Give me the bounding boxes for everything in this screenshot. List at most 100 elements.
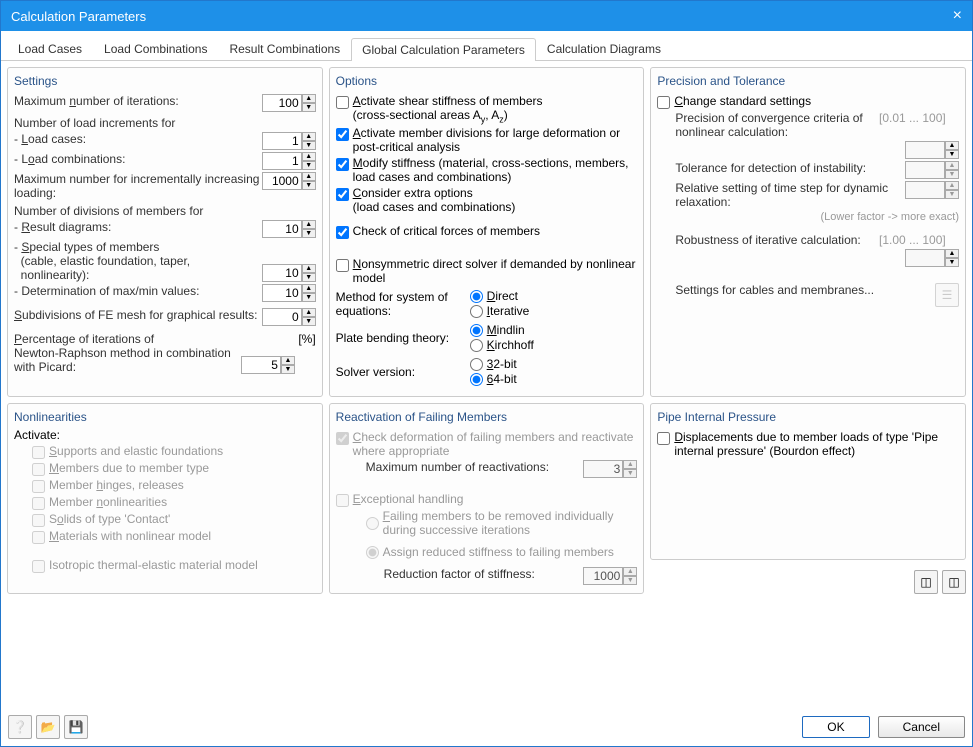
- up-icon[interactable]: ▲: [302, 264, 316, 273]
- tab-calc-diagrams[interactable]: Calculation Diagrams: [536, 37, 672, 60]
- subdiv-input[interactable]: [262, 308, 302, 326]
- react-exc-label: Exceptional handling: [353, 492, 638, 506]
- cables-label: Settings for cables and membranes...: [675, 283, 935, 297]
- nl-memnon-label: Member nonlinearities: [49, 495, 316, 509]
- load-cases-input[interactable]: [262, 132, 302, 150]
- nl-hinges-checkbox: [32, 480, 45, 493]
- max-react-label: Maximum number of reactivations:: [366, 460, 584, 474]
- pipe-disp-checkbox[interactable]: [657, 432, 670, 445]
- picard-input[interactable]: [241, 356, 281, 374]
- up-icon: ▲: [623, 460, 637, 469]
- down-icon[interactable]: ▼: [302, 103, 316, 112]
- tab-load-combinations[interactable]: Load Combinations: [93, 37, 218, 60]
- opt-shear-checkbox[interactable]: [336, 96, 349, 109]
- up-icon[interactable]: ▲: [302, 220, 316, 229]
- solver-64-radio[interactable]: [470, 373, 483, 386]
- up-icon[interactable]: ▲: [302, 94, 316, 103]
- max-incr-spin[interactable]: ▲▼: [262, 172, 316, 190]
- opt-modify-stiff-checkbox[interactable]: [336, 158, 349, 171]
- help-icon[interactable]: ❔: [8, 715, 32, 739]
- react-exc-checkbox: [336, 494, 349, 507]
- prec-conv-label: Precision of convergence criteria of non…: [675, 111, 879, 139]
- det-maxmin-spin[interactable]: ▲▼: [262, 284, 316, 302]
- down-icon[interactable]: ▼: [302, 229, 316, 238]
- opt-member-div-checkbox[interactable]: [336, 128, 349, 141]
- subdiv-spin[interactable]: ▲▼: [262, 308, 316, 326]
- down-icon: ▼: [623, 469, 637, 478]
- change-settings-checkbox[interactable]: [657, 96, 670, 109]
- plate-mindlin-label: Mindlin: [487, 323, 525, 337]
- max-iter-spin[interactable]: ▲▼: [262, 94, 316, 112]
- window-title: Calculation Parameters: [11, 9, 146, 24]
- method-direct-radio[interactable]: [470, 290, 483, 303]
- plate-kirchhoff-radio[interactable]: [470, 339, 483, 352]
- ok-button[interactable]: OK: [802, 716, 869, 738]
- down-icon[interactable]: ▼: [302, 273, 316, 282]
- special-spin[interactable]: ▲▼: [262, 264, 316, 282]
- down-icon[interactable]: ▼: [302, 161, 316, 170]
- max-incr-input[interactable]: [262, 172, 302, 190]
- subdiv-label: Subdivisions of FE mesh for graphical re…: [14, 308, 262, 322]
- react-remove-label: Failing members to be removed individual…: [383, 509, 638, 537]
- nonlin-activate: Activate:: [14, 428, 316, 442]
- down-icon[interactable]: ▼: [302, 293, 316, 302]
- prec-rel-input: [905, 181, 945, 199]
- down-icon[interactable]: ▼: [302, 141, 316, 150]
- method-direct-label: Direct: [487, 289, 518, 303]
- opt-extra-checkbox[interactable]: [336, 188, 349, 201]
- profile-icon-button-1[interactable]: ◫: [914, 570, 938, 594]
- opt-shear-label: Activate shear stiffness of members(cros…: [353, 94, 638, 124]
- result-diag-spin[interactable]: ▲▼: [262, 220, 316, 238]
- settings-legend: Settings: [14, 74, 316, 92]
- up-icon[interactable]: ▲: [302, 132, 316, 141]
- prec-rel-label: Relative setting of time step for dynami…: [675, 181, 905, 209]
- nl-iso-label: Isotropic thermal-elastic material model: [49, 558, 316, 572]
- open-icon[interactable]: 📂: [36, 715, 60, 739]
- load-cases-spin[interactable]: ▲▼: [262, 132, 316, 150]
- load-combos-input[interactable]: [262, 152, 302, 170]
- footer: ❔ 📂 💾 OK Cancel: [8, 715, 965, 739]
- det-maxmin-input[interactable]: [262, 284, 302, 302]
- prec-robust-spin: ▲▼: [905, 249, 959, 267]
- nl-supports-checkbox: [32, 446, 45, 459]
- up-icon[interactable]: ▲: [302, 172, 316, 181]
- red-fact-input: [583, 567, 623, 585]
- up-icon[interactable]: ▲: [302, 284, 316, 293]
- solver-32-radio[interactable]: [470, 358, 483, 371]
- prec-robust-range: [1.00 ... 100]: [879, 233, 959, 247]
- down-icon[interactable]: ▼: [302, 181, 316, 190]
- up-icon[interactable]: ▲: [302, 152, 316, 161]
- nl-mat-label: Materials with nonlinear model: [49, 529, 316, 543]
- nl-iso-checkbox: [32, 560, 45, 573]
- prec-conv-range: [0.01 ... 100]: [879, 111, 959, 125]
- profile-icon-button-2[interactable]: ◫: [942, 570, 966, 594]
- tab-global-calc-params[interactable]: Global Calculation Parameters: [351, 38, 536, 61]
- down-icon[interactable]: ▼: [302, 317, 316, 326]
- change-settings-label: Change standard settings: [674, 94, 959, 108]
- up-icon[interactable]: ▲: [302, 308, 316, 317]
- load-combos-spin[interactable]: ▲▼: [262, 152, 316, 170]
- opt-critical-checkbox[interactable]: [336, 226, 349, 239]
- special-input[interactable]: [262, 264, 302, 282]
- result-diag-input[interactable]: [262, 220, 302, 238]
- max-iter-input[interactable]: [262, 94, 302, 112]
- opt-nonsym-checkbox[interactable]: [336, 259, 349, 272]
- nl-supports-label: Supports and elastic foundations: [49, 444, 316, 458]
- up-icon[interactable]: ▲: [281, 356, 295, 365]
- plate-kirchhoff-label: Kirchhoff: [487, 338, 534, 352]
- tab-load-cases[interactable]: Load Cases: [7, 37, 93, 60]
- picard-spin[interactable]: ▲▼: [241, 356, 295, 374]
- plate-mindlin-radio[interactable]: [470, 324, 483, 337]
- load-combos-label: - Load combinations:: [14, 152, 262, 166]
- save-icon[interactable]: 💾: [64, 715, 88, 739]
- cancel-button[interactable]: Cancel: [878, 716, 965, 738]
- red-fact-spin: ▲▼: [583, 567, 637, 585]
- opt-extra-label: Consider extra options(load cases and co…: [353, 186, 638, 214]
- react-check-label: Check deformation of failing members and…: [353, 430, 638, 458]
- close-icon[interactable]: ×: [953, 7, 962, 25]
- down-icon[interactable]: ▼: [281, 365, 295, 374]
- red-fact-label: Reduction factor of stiffness:: [384, 567, 584, 581]
- opt-modify-stiff-label: Modify stiffness (material, cross-sectio…: [353, 156, 638, 184]
- tab-result-combinations[interactable]: Result Combinations: [218, 37, 351, 60]
- method-iterative-radio[interactable]: [470, 305, 483, 318]
